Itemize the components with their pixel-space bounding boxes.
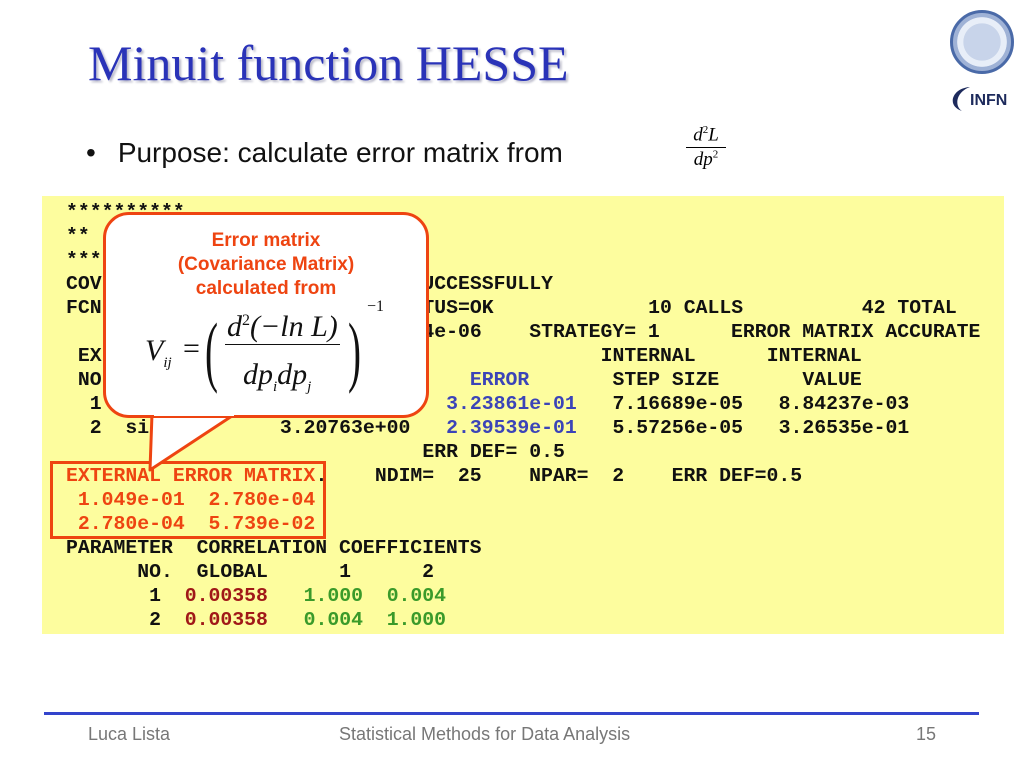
formula-num-tail: L bbox=[708, 124, 719, 146]
output-segment: 2.39539e-01 bbox=[446, 417, 577, 439]
callout-line: calculated from bbox=[195, 278, 337, 299]
formula-numerator: d2(−ln L) bbox=[225, 310, 340, 345]
output-segment: 5.57256e-05 3.26535e-01 bbox=[612, 417, 910, 439]
output-segment: 4e-06 STRATEGY= 1 ERROR MATRIX ACCURATE bbox=[422, 321, 981, 343]
output-segment: 3.23861e-01 bbox=[446, 393, 577, 415]
output-segment: 2 bbox=[149, 609, 162, 631]
error-matrix-highlight bbox=[50, 461, 326, 539]
formula-num-sup: 2 bbox=[702, 124, 709, 136]
output-segment: 2 sig bbox=[89, 417, 161, 439]
output-segment: 1.049e-01 2.780e-04 bbox=[77, 489, 316, 511]
footer-course: Statistical Methods for Data Analysis bbox=[339, 724, 631, 744]
svg-text:INFN: INFN bbox=[970, 92, 1007, 109]
callout-bubble bbox=[103, 212, 429, 418]
output-segment: 1.000 0.004 bbox=[303, 585, 447, 607]
infn-logo: INFN bbox=[952, 87, 1007, 111]
university-seal-logo bbox=[950, 10, 1014, 74]
formula-eq: = bbox=[183, 332, 200, 365]
bullet-dot: • bbox=[86, 137, 96, 168]
bullet-purpose: • Purpose: calculate error matrix from bbox=[86, 137, 563, 169]
bullet-text: Purpose: calculate error matrix from bbox=[117, 137, 563, 168]
bullet-formula: d2L dp2 bbox=[686, 124, 726, 171]
output-segment: *** bbox=[66, 249, 102, 271]
footer-author: Luca Lista bbox=[88, 724, 171, 744]
formula-den-sup: 2 bbox=[712, 148, 719, 161]
output-segment: 10 CALLS 42 TOTAL bbox=[648, 297, 957, 319]
output-segment: ERROR bbox=[469, 369, 530, 391]
output-segment: PARAMETER CORRELATION COEFFICIENTS bbox=[66, 537, 482, 559]
left-paren: ( bbox=[205, 307, 218, 394]
output-segment: 7.16689e-05 8.84237e-03 bbox=[612, 393, 910, 415]
output-segment: NO. GLOBAL 1 2 bbox=[137, 561, 435, 583]
output-segment: 2.780e-04 5.739e-02 bbox=[77, 513, 316, 535]
output-segment: NO bbox=[77, 369, 102, 391]
output-segment: 0.00358 bbox=[184, 585, 268, 607]
output-segment: FCN bbox=[66, 297, 102, 319]
formula-num: d bbox=[693, 124, 703, 146]
footer-rule bbox=[44, 712, 979, 715]
callout-text: Error matrix (Covariance Matrix) calcula… bbox=[103, 229, 429, 301]
output-segment: 1 bbox=[149, 585, 162, 607]
output-segment: STEP SIZE VALUE bbox=[612, 369, 862, 391]
formula-den: dp bbox=[693, 148, 713, 170]
page-number: 15 bbox=[916, 724, 937, 744]
formula-denominator: dpidpj bbox=[243, 358, 312, 395]
output-segment: 0.004 1.000 bbox=[303, 609, 447, 631]
callout-line: Error matrix bbox=[211, 230, 321, 251]
formula-exponent: −1 bbox=[367, 298, 385, 315]
output-segment: ERR DEF= 0.5 bbox=[422, 441, 565, 463]
callout-line: (Covariance Matrix) bbox=[177, 254, 355, 275]
output-segment: UCCESSFULLY bbox=[422, 273, 553, 295]
output-segment: COV bbox=[66, 273, 102, 295]
slide-title: Minuit function HESSE bbox=[88, 35, 569, 91]
output-segment: . NDIM= 25 NPAR= 2 ERR DEF=0.5 bbox=[315, 465, 803, 487]
right-paren: ) bbox=[348, 307, 361, 394]
output-segment: INTERNAL INTERNAL bbox=[600, 345, 862, 367]
output-segment: 3.20763e+00 bbox=[279, 417, 411, 439]
output-segment: ** bbox=[66, 225, 90, 247]
output-segment: TUS=OK bbox=[422, 297, 494, 319]
output-segment: 0.00358 bbox=[184, 609, 268, 631]
formula-lhs: Vij bbox=[145, 334, 172, 371]
output-segment: 1 bbox=[89, 393, 102, 415]
output-segment: EX bbox=[77, 345, 102, 367]
